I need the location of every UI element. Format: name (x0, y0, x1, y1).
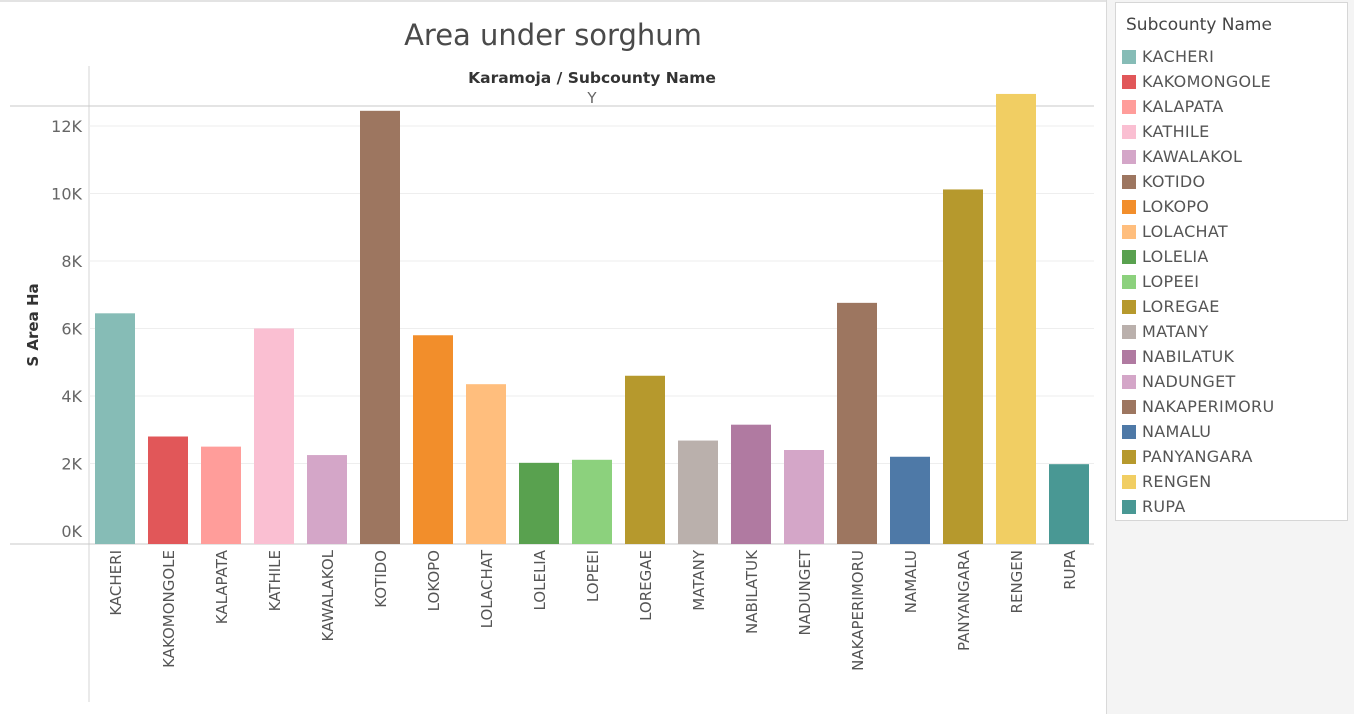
legend-label: KOTIDO (1142, 172, 1206, 191)
x-tick-label: NAMALU (902, 550, 920, 613)
legend-swatch (1122, 150, 1136, 164)
bar-kathile[interactable] (254, 328, 294, 545)
legend-swatch (1122, 425, 1136, 439)
x-tick-label: NADUNGET (796, 549, 814, 635)
bar-lopeei[interactable] (572, 459, 612, 544)
y-tick-label: 0K (61, 522, 82, 541)
bar-lokopo[interactable] (413, 335, 453, 544)
legend-swatch (1122, 200, 1136, 214)
legend-swatch (1122, 175, 1136, 189)
column-header-label: Karamoja / Subcounty Name (468, 69, 716, 87)
bar-kacheri[interactable] (95, 313, 135, 544)
legend-label: MATANY (1142, 322, 1209, 341)
bar-kakomongole[interactable] (148, 436, 188, 545)
x-tick-label: NABILATUK (743, 549, 761, 634)
chart-panel: Area under sorghum Karamoja / Subcounty … (0, 0, 1107, 714)
legend-label: KAWALAKOL (1142, 147, 1243, 166)
bar-rupa[interactable] (1049, 464, 1089, 544)
x-tick-label: PANYANGARA (955, 549, 973, 651)
bar-nadunget[interactable] (784, 450, 824, 544)
bar-rengen[interactable] (996, 93, 1036, 544)
legend-swatch (1122, 50, 1136, 64)
legend-swatch (1122, 125, 1136, 139)
legend-swatch (1122, 475, 1136, 489)
legend-label: RUPA (1142, 497, 1186, 516)
bar-chart: Karamoja / Subcounty Name Y 0K 2K 4K 6K 8K 10… (10, 66, 1094, 702)
bar-lolelia[interactable] (519, 462, 559, 544)
x-tick-label: RENGEN (1008, 550, 1026, 613)
legend-label: RENGEN (1142, 472, 1212, 491)
legend-swatch (1122, 250, 1136, 264)
legend-label: NAKAPERIMORU (1142, 397, 1275, 416)
legend-swatch (1122, 500, 1136, 514)
bar-kalapata[interactable] (201, 446, 241, 544)
y-tick-label: 6K (61, 320, 82, 339)
legend-swatch (1122, 325, 1136, 339)
column-header-value: Y (586, 89, 597, 107)
legend-swatch (1122, 350, 1136, 364)
x-tick-label: MATANY (690, 549, 708, 611)
x-tick-label: LOKOPO (425, 550, 443, 611)
legend-title: Subcounty Name (1126, 15, 1272, 35)
x-tick-label: KOTIDO (372, 550, 390, 608)
x-tick-label: RUPA (1061, 549, 1079, 589)
legend-label: LOKOPO (1142, 197, 1210, 216)
bar-nakaperimoru[interactable] (837, 302, 877, 544)
y-tick-label: 4K (61, 387, 82, 406)
x-tick-label: LOPEEI (584, 550, 602, 602)
legend-label: NADUNGET (1142, 372, 1236, 391)
legend-swatch (1122, 75, 1136, 89)
y-tick-label: 8K (61, 252, 82, 271)
legend-label: KATHILE (1142, 122, 1210, 141)
legend-swatch (1122, 400, 1136, 414)
y-axis-label: S Area Ha (24, 283, 42, 366)
legend-swatch (1122, 300, 1136, 314)
legend-label: KALAPATA (1142, 97, 1224, 116)
legend-label: LOREGAE (1142, 297, 1220, 316)
legend-label: LOLELIA (1142, 247, 1209, 266)
x-tick-labels: KACHERI KAKOMONGOLE KALAPATA KATHILE KAWALAK… (107, 549, 1079, 671)
bar-nabilatuk[interactable] (731, 424, 771, 544)
bar-kawalakol[interactable] (307, 455, 347, 544)
legend-swatch (1122, 375, 1136, 389)
bar-kotido[interactable] (360, 110, 400, 544)
x-tick-label: LOLELIA (531, 549, 549, 610)
bar-panyangara[interactable] (943, 189, 983, 544)
legend-swatch (1122, 450, 1136, 464)
y-tick-label: 10K (51, 185, 82, 204)
x-tick-label: LOREGAE (637, 550, 655, 621)
x-tick-label: KATHILE (266, 550, 284, 611)
x-tick-label: KAKOMONGOLE (160, 550, 178, 668)
legend-label: NABILATUK (1142, 347, 1235, 366)
legend-label: LOPEEI (1142, 272, 1200, 291)
bar-namalu[interactable] (890, 456, 930, 544)
legend-swatch (1122, 275, 1136, 289)
x-tick-label: KACHERI (107, 550, 125, 616)
bar-lolachat[interactable] (466, 384, 506, 544)
top-divider (0, 0, 1106, 2)
x-tick-label: LOLACHAT (478, 549, 496, 628)
x-tick-label: NAKAPERIMORU (849, 550, 867, 671)
legend-swatch (1122, 225, 1136, 239)
legend-label: KACHERI (1142, 47, 1215, 66)
x-tick-label: KALAPATA (213, 549, 231, 624)
legend-label: KAKOMONGOLE (1142, 72, 1272, 91)
legend-label: LOLACHAT (1142, 222, 1228, 241)
bar-matany[interactable] (678, 440, 718, 544)
legend-panel: Subcounty Name KACHERI KAKOMONGOLE KALAPAT… (1115, 2, 1348, 521)
legend-swatch (1122, 100, 1136, 114)
x-tick-label: KAWALAKOL (319, 549, 337, 641)
y-tick-labels: 0K 2K 4K 6K 8K 10K 12K (51, 117, 82, 541)
bars (95, 93, 1089, 545)
y-tick-label: 2K (61, 455, 82, 474)
legend-label: PANYANGARA (1142, 447, 1253, 466)
legend-label: NAMALU (1142, 422, 1212, 441)
chart-title: Area under sorghum (404, 18, 702, 52)
bar-loregae[interactable] (625, 375, 665, 544)
y-tick-label: 12K (51, 117, 82, 136)
